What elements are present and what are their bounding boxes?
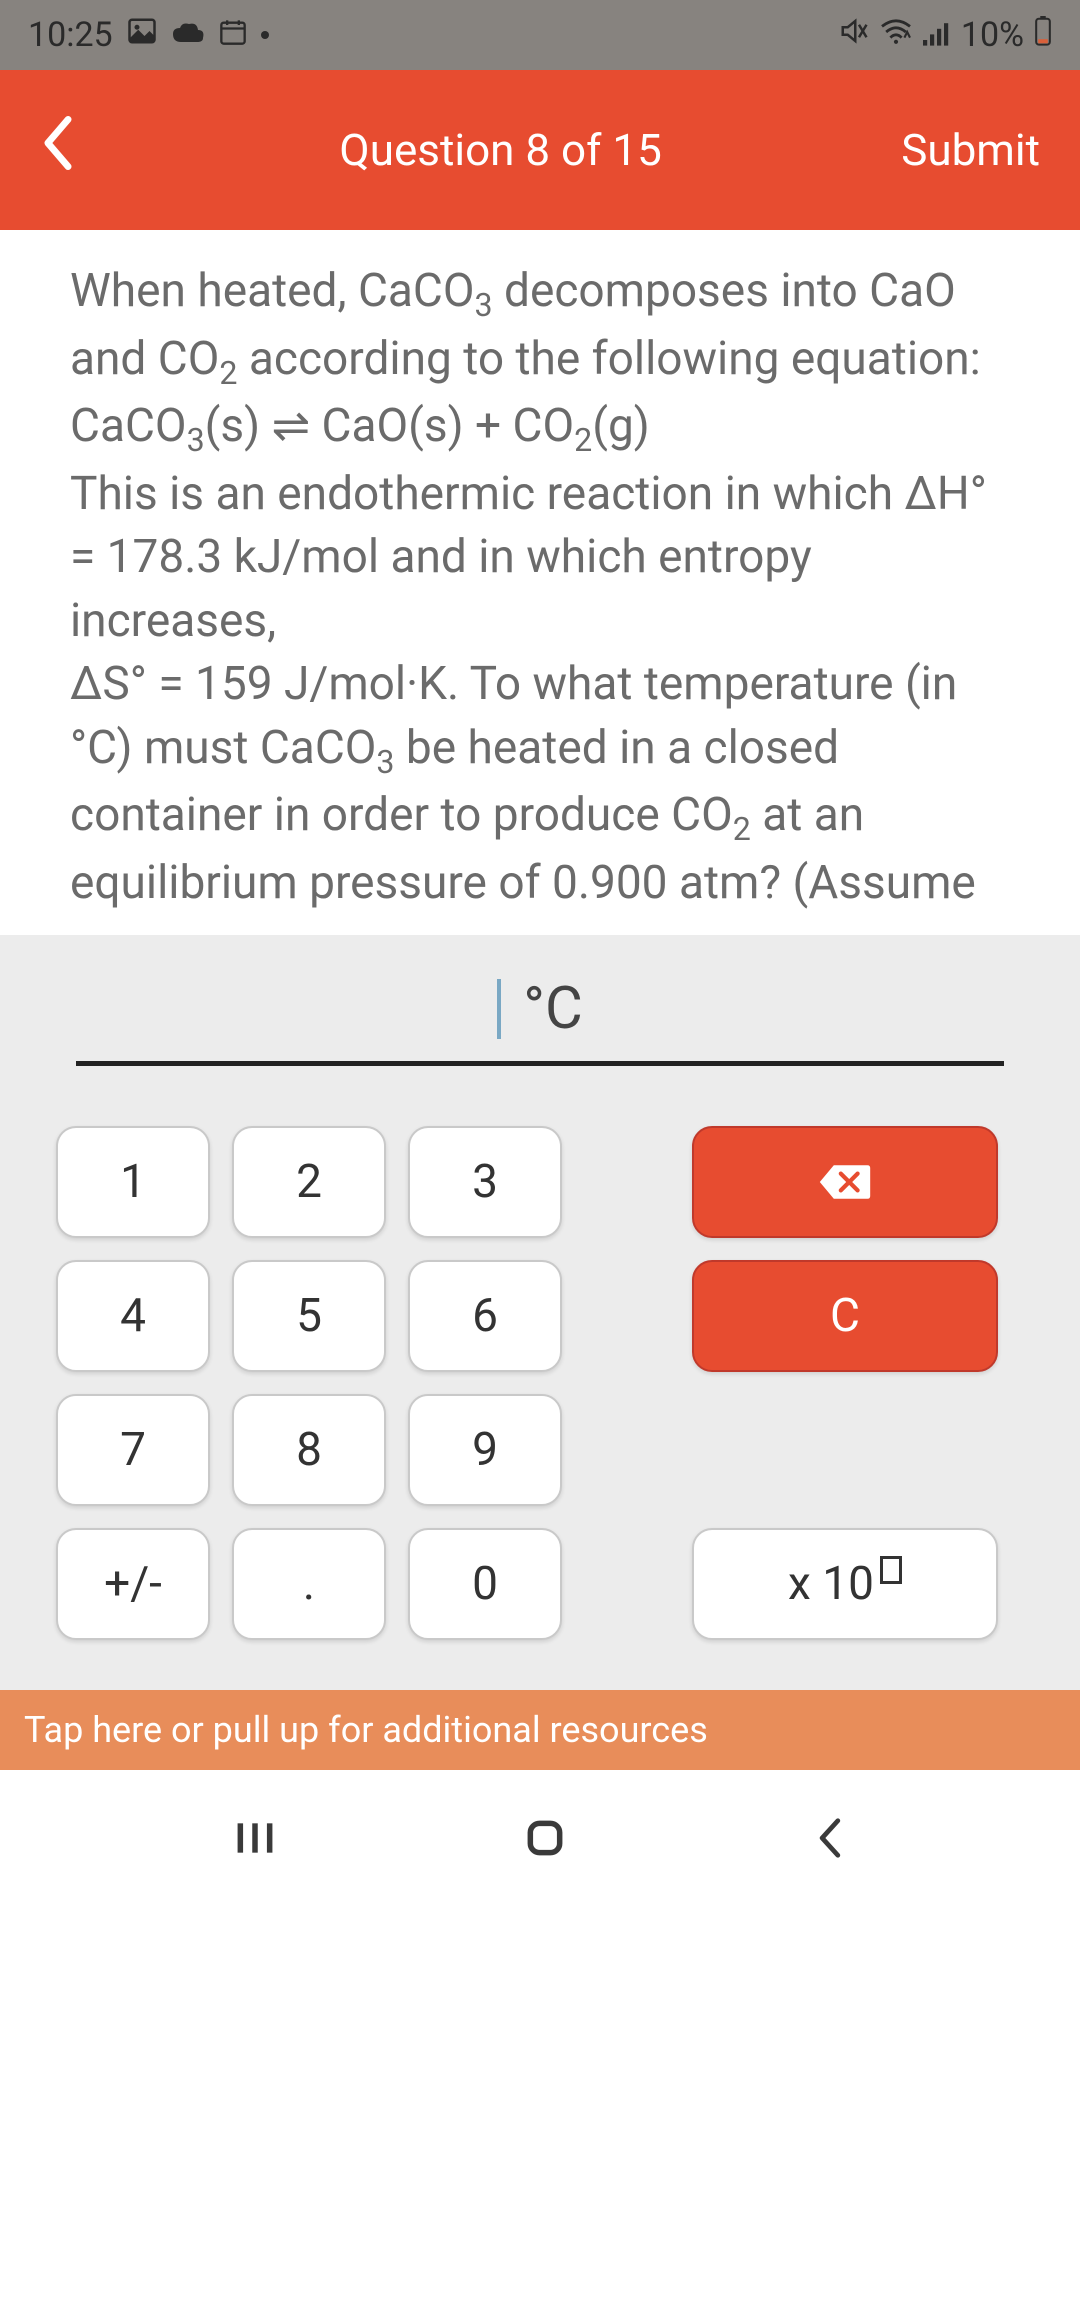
q-eq: (s) ⇌ CaO(s) + CO <box>205 399 574 453</box>
key-5[interactable]: 5 <box>232 1260 386 1372</box>
key-0[interactable]: 0 <box>408 1528 562 1640</box>
app-header: Question 8 of 15 Submit <box>0 70 1080 230</box>
status-time: 10:25 <box>28 15 113 55</box>
wifi-icon <box>879 15 913 55</box>
resources-label: Tap here or pull up for additional resou… <box>24 1709 708 1751</box>
key-2[interactable]: 2 <box>232 1126 386 1238</box>
question-area: When heated, CaCO3 decomposes into CaO a… <box>0 230 1080 935</box>
keypad: 1 2 3 4 5 6 7 8 9 +/- . 0 C x 1 <box>56 1126 1024 1640</box>
q-eq: CaCO <box>70 399 187 453</box>
exponent-box-icon <box>880 1556 902 1584</box>
sci-label: x 10 <box>788 1557 874 1611</box>
battery-icon <box>1034 15 1052 55</box>
q-sub: 3 <box>187 421 205 459</box>
key-sign[interactable]: +/- <box>56 1528 210 1640</box>
key-6[interactable]: 6 <box>408 1260 562 1372</box>
q-sub: 3 <box>475 286 493 324</box>
key-9[interactable]: 9 <box>408 1394 562 1506</box>
status-left: 10:25 <box>28 15 269 55</box>
key-3[interactable]: 3 <box>408 1126 562 1238</box>
backspace-button[interactable] <box>692 1126 998 1238</box>
nav-back-button[interactable] <box>813 1816 847 1864</box>
backspace-icon <box>817 1162 873 1202</box>
answer-input[interactable]: °C <box>76 975 1004 1066</box>
status-right: 10% <box>839 15 1052 55</box>
answer-area: °C 1 2 3 4 5 6 7 8 9 +/- . 0 C <box>0 935 1080 1690</box>
q-eq: (g) <box>592 399 650 453</box>
operator-keys: C x 10 <box>692 1126 998 1640</box>
key-dot[interactable]: . <box>232 1528 386 1640</box>
number-keys: 1 2 3 4 5 6 7 8 9 +/- . 0 <box>56 1126 562 1640</box>
question-counter: Question 8 of 15 <box>100 124 901 176</box>
resources-pullup[interactable]: Tap here or pull up for additional resou… <box>0 1690 1080 1770</box>
q-sub: 2 <box>733 811 751 849</box>
q-part: according to the following equation: <box>237 332 980 386</box>
question-text: When heated, CaCO3 decomposes into CaO a… <box>70 260 1010 915</box>
back-button[interactable] <box>40 116 100 184</box>
recents-button[interactable] <box>233 1816 277 1864</box>
q-sub: 2 <box>219 354 237 392</box>
clear-button[interactable]: C <box>692 1260 998 1372</box>
submit-button[interactable]: Submit <box>901 124 1040 176</box>
key-1[interactable]: 1 <box>56 1126 210 1238</box>
cursor-icon <box>497 979 501 1039</box>
sci-notation-button[interactable]: x 10 <box>692 1528 998 1640</box>
battery-text: 10% <box>961 15 1024 55</box>
q-part: When heated, CaCO <box>70 264 475 318</box>
key-4[interactable]: 4 <box>56 1260 210 1372</box>
mute-icon <box>839 15 869 55</box>
calendar-icon <box>219 15 247 55</box>
answer-unit: °C <box>523 975 582 1043</box>
q-sub: 3 <box>376 743 394 781</box>
signal-icon <box>923 15 951 55</box>
status-dot-icon <box>261 31 269 39</box>
key-8[interactable]: 8 <box>232 1394 386 1506</box>
status-bar: 10:25 10% <box>0 0 1080 70</box>
keypad-spacer <box>692 1394 998 1506</box>
home-button[interactable] <box>523 1816 567 1864</box>
q-sub: 2 <box>574 421 592 459</box>
q-part: This is an endothermic reaction in which… <box>70 467 987 648</box>
cloud-icon <box>171 15 205 55</box>
key-7[interactable]: 7 <box>56 1394 210 1506</box>
gallery-icon <box>127 15 157 55</box>
system-nav-bar <box>0 1770 1080 1910</box>
